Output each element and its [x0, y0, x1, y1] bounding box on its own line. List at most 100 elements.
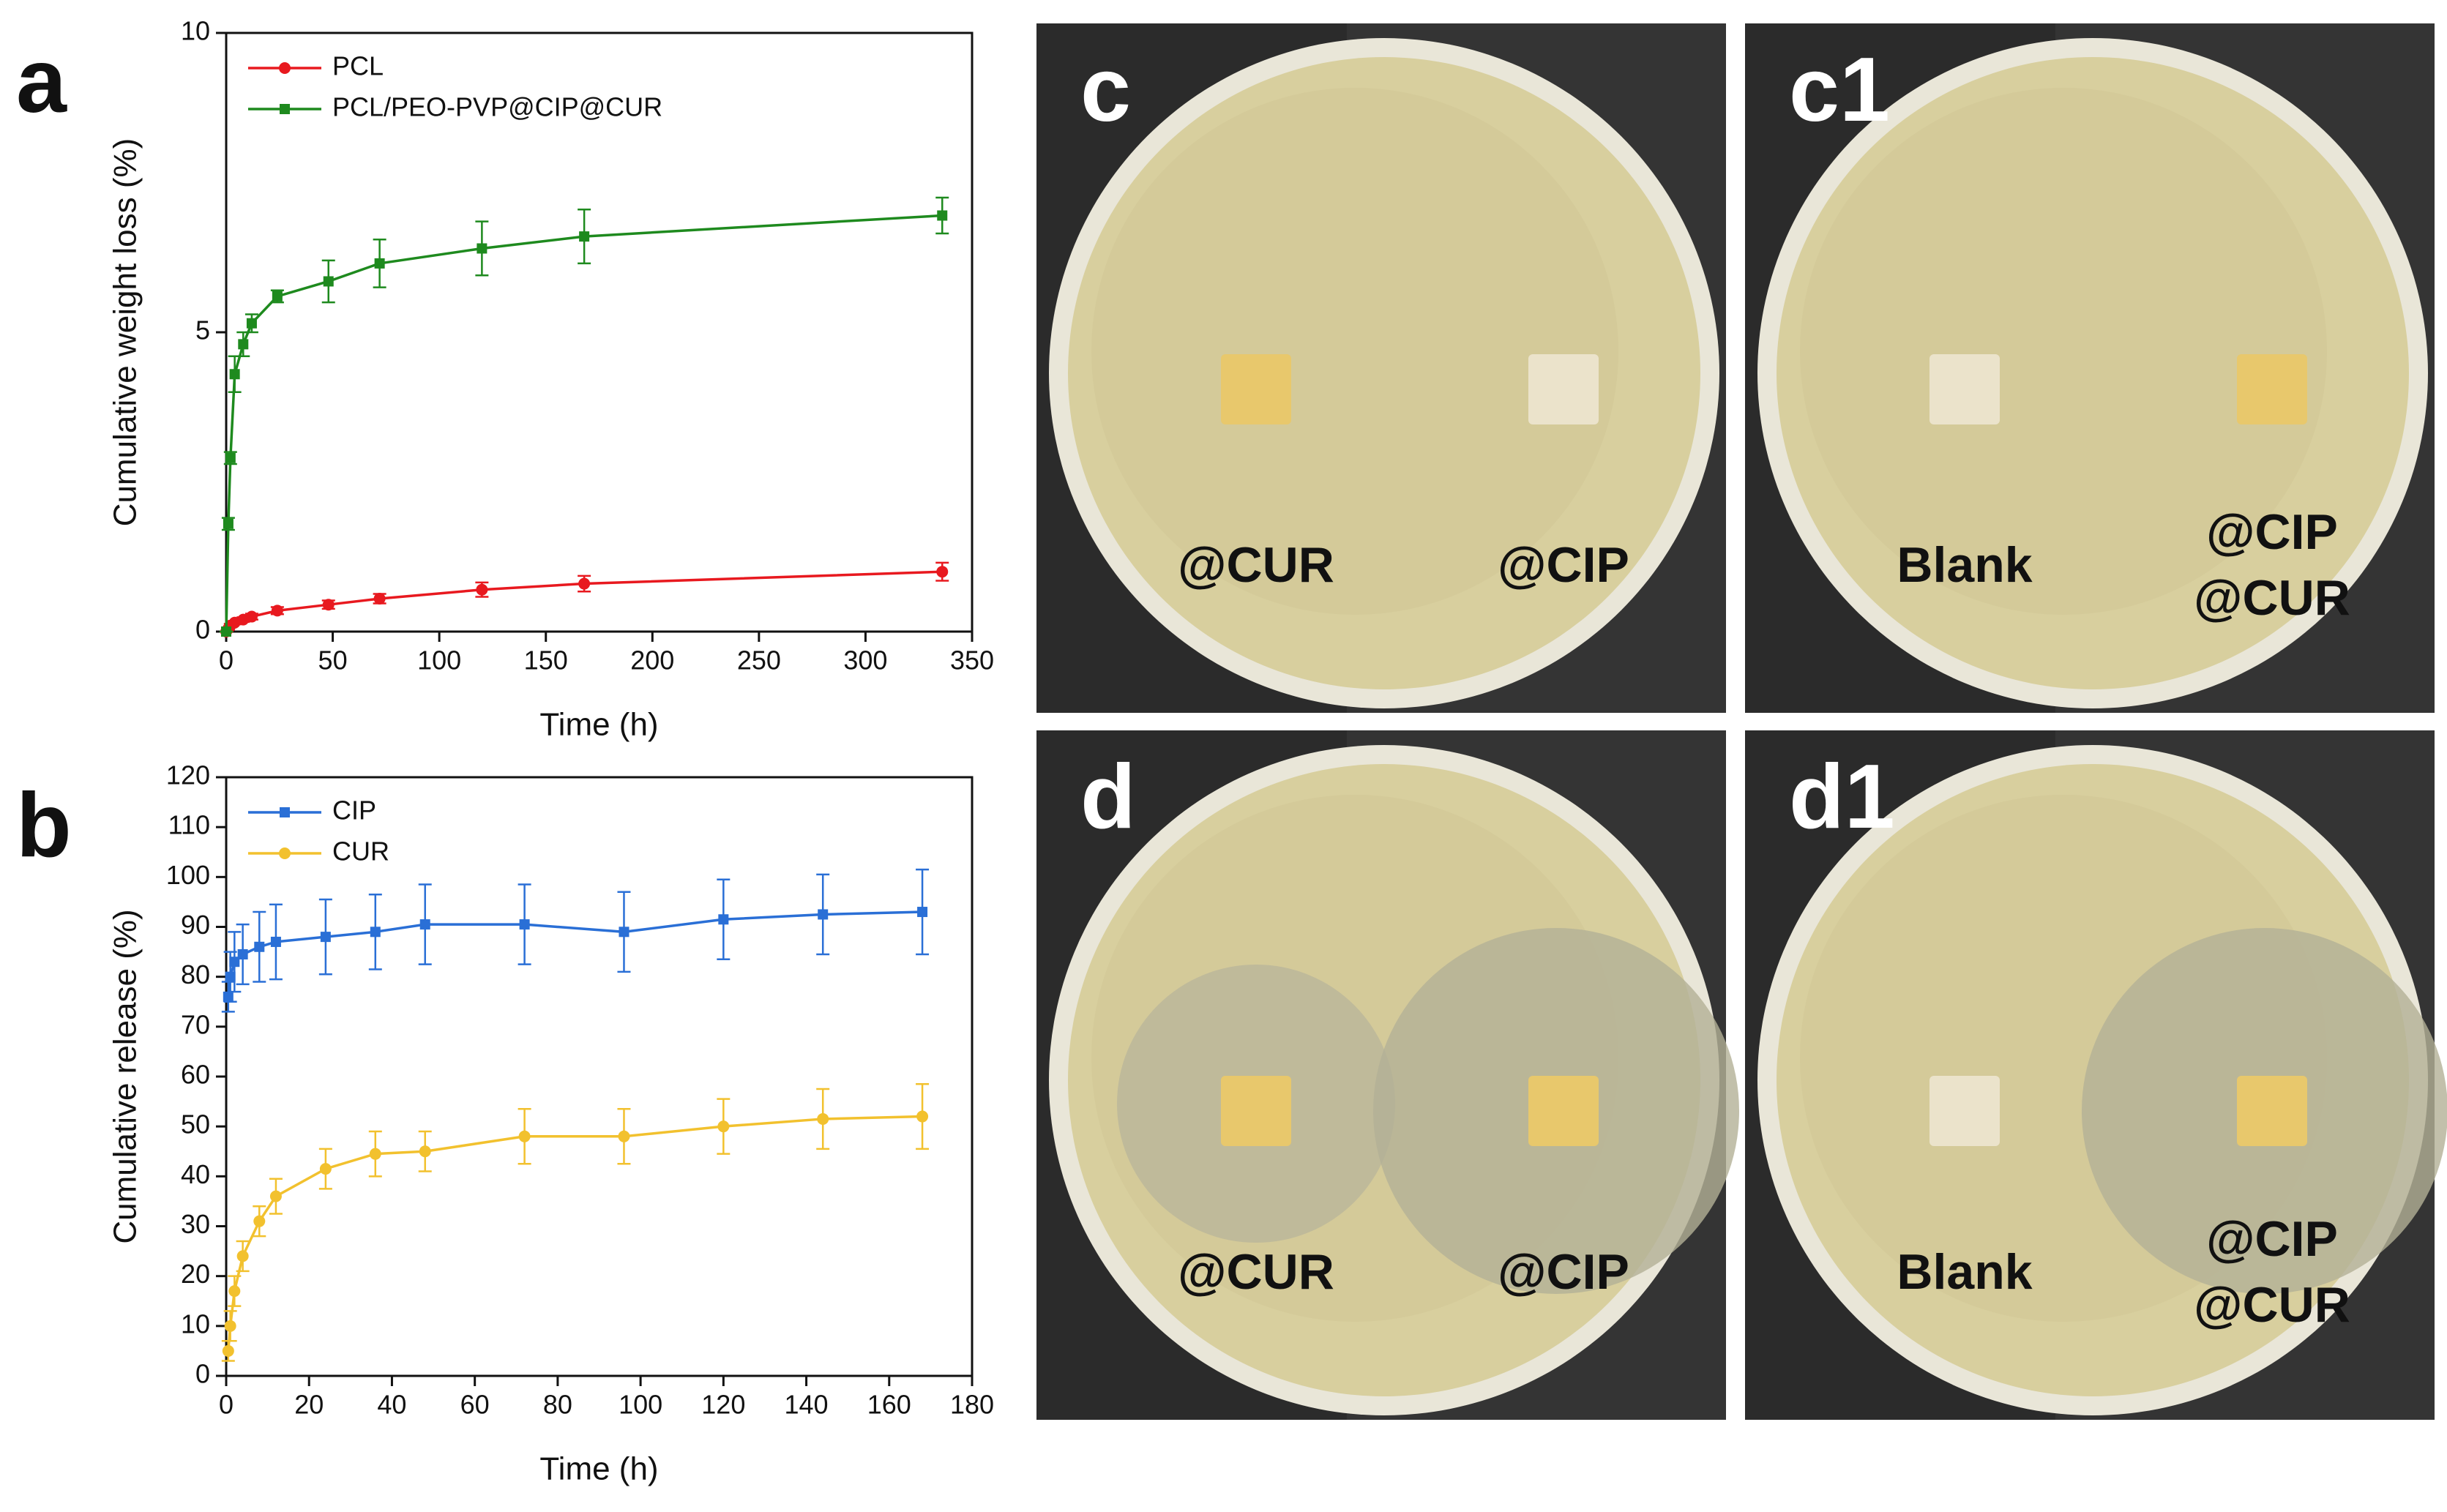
y-tick-label: 0	[195, 1359, 210, 1389]
sample-square	[2237, 1076, 2307, 1146]
marker	[937, 210, 948, 221]
marker	[225, 971, 236, 982]
x-tick-label: 50	[318, 645, 348, 675]
marker	[717, 1120, 730, 1133]
marker	[476, 583, 488, 596]
marker	[618, 1130, 630, 1142]
marker	[228, 1285, 241, 1298]
marker	[477, 243, 487, 254]
legend-marker	[279, 847, 291, 859]
marker	[272, 291, 283, 302]
photo-panel-label: c1	[1789, 40, 1890, 141]
marker	[579, 231, 590, 242]
sample-label: @CUR	[2194, 1277, 2350, 1333]
marker	[578, 577, 591, 590]
y-tick-label: 100	[166, 860, 210, 890]
marker	[236, 1250, 249, 1262]
x-tick-label: 20	[294, 1390, 324, 1420]
x-tick-label: 300	[843, 645, 887, 675]
x-axis-title: Time (h)	[539, 1451, 658, 1487]
legend-marker	[279, 62, 291, 74]
sample-square	[1929, 354, 2000, 424]
x-tick-label: 40	[377, 1390, 406, 1420]
marker	[320, 932, 331, 943]
marker	[238, 339, 249, 350]
sample-label: @CUR	[1178, 537, 1334, 593]
sample-label: Blank	[1897, 1244, 2032, 1300]
legend-label: CIP	[332, 796, 376, 826]
marker	[916, 1110, 929, 1123]
marker	[254, 941, 265, 952]
marker	[225, 452, 236, 463]
x-tick-label: 250	[737, 645, 781, 675]
y-axis-title: Cumulative release (%)	[108, 909, 143, 1243]
marker	[229, 957, 240, 968]
x-tick-label: 0	[219, 645, 234, 675]
marker	[270, 936, 281, 947]
marker	[319, 1163, 332, 1175]
y-tick-label: 60	[181, 1060, 210, 1090]
y-tick-label: 5	[195, 315, 210, 345]
y-tick-label: 110	[168, 810, 210, 840]
photo-panel-label: c	[1080, 40, 1131, 141]
marker	[519, 919, 530, 930]
y-tick-label: 90	[181, 910, 210, 940]
marker	[818, 909, 829, 920]
marker	[223, 991, 234, 1002]
marker	[245, 610, 258, 623]
sample-label: @CUR	[1178, 1244, 1334, 1300]
x-tick-label: 80	[543, 1390, 572, 1420]
sample-square	[1221, 354, 1291, 424]
x-tick-label: 120	[701, 1390, 745, 1420]
series-line	[227, 1115, 923, 1352]
y-tick-label: 0	[195, 615, 210, 645]
dish-shade	[1091, 88, 1618, 615]
x-axis-title: Time (h)	[539, 707, 658, 743]
x-tick-label: 140	[785, 1390, 829, 1420]
x-tick-label: 160	[867, 1390, 911, 1420]
legend-marker	[280, 104, 290, 114]
sample-label: @CUR	[2194, 570, 2350, 626]
marker	[229, 369, 240, 380]
y-tick-label: 70	[181, 1009, 210, 1039]
marker	[370, 927, 381, 937]
sample-square	[1528, 354, 1599, 424]
marker	[917, 907, 928, 918]
sample-label: @CIP	[2206, 1211, 2338, 1267]
y-tick-label: 10	[181, 1309, 210, 1339]
marker	[271, 605, 283, 617]
series-line	[225, 214, 943, 632]
sample-square	[2237, 354, 2307, 424]
legend-marker	[280, 807, 290, 817]
sample-label: Blank	[1897, 537, 2032, 593]
marker	[323, 276, 334, 287]
marker	[222, 1344, 234, 1357]
marker	[369, 1148, 381, 1160]
marker	[223, 518, 234, 529]
sample-square	[1221, 1076, 1291, 1146]
sample-label: @CIP	[2206, 504, 2338, 560]
x-tick-label: 100	[417, 645, 461, 675]
marker	[419, 1145, 431, 1158]
y-tick-label: 10	[181, 16, 210, 46]
sample-square	[1929, 1076, 2000, 1146]
y-tick-label: 80	[181, 959, 210, 989]
y-tick-label: 20	[181, 1259, 210, 1289]
x-tick-label: 200	[630, 645, 674, 675]
photo-panel-label: d	[1080, 746, 1136, 847]
x-tick-label: 100	[619, 1390, 662, 1420]
sample-label: @CIP	[1498, 537, 1629, 593]
marker	[269, 1190, 282, 1202]
x-tick-label: 150	[524, 645, 568, 675]
y-tick-label: 50	[181, 1109, 210, 1139]
x-tick-label: 60	[460, 1390, 490, 1420]
marker	[817, 1112, 829, 1125]
marker	[936, 566, 949, 578]
legend-label: PCL	[332, 51, 384, 81]
sample-label: @CIP	[1498, 1244, 1629, 1300]
sample-square	[1528, 1076, 1599, 1146]
y-axis-title: Cumulative weight loss (%)	[108, 138, 143, 527]
y-tick-label: 120	[166, 760, 210, 790]
marker	[419, 919, 430, 930]
